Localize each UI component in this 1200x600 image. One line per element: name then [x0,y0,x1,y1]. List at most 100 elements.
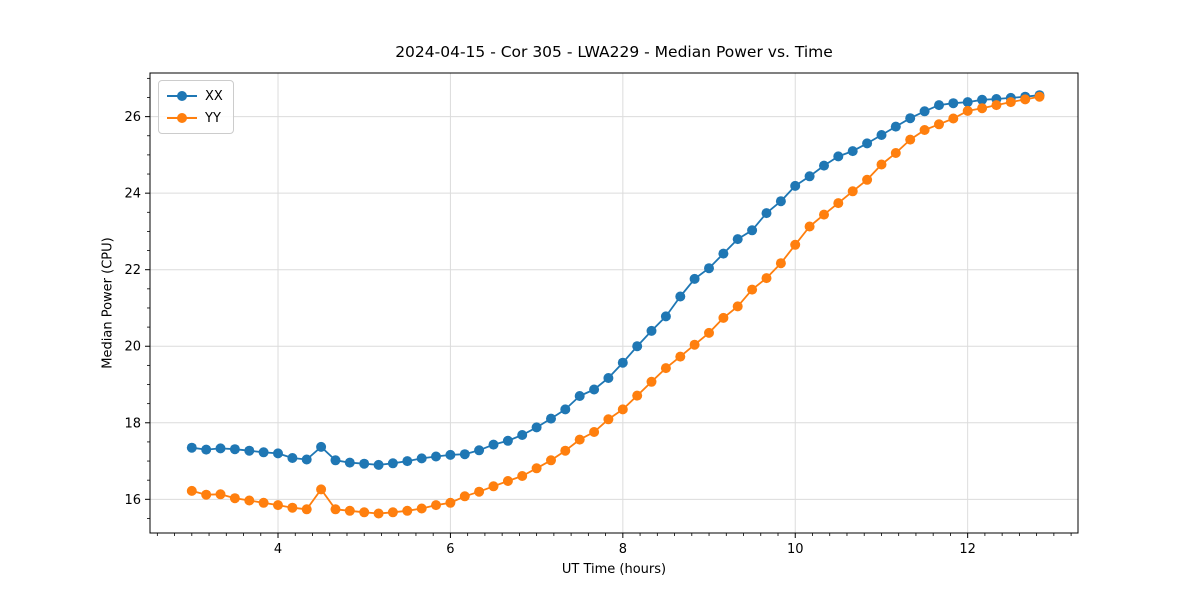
data-point-xx [560,404,571,415]
data-point-yy [804,221,815,232]
data-point-xx [646,325,657,336]
data-point-xx [876,130,887,140]
data-point-yy [1020,94,1031,105]
data-point-xx [603,373,614,383]
data-point-yy [474,486,485,497]
data-point-yy [258,497,269,508]
y-tick-label: 22 [124,263,141,278]
data-point-yy [1005,97,1016,108]
x-tick-label: 6 [446,542,454,557]
data-point-yy [201,489,212,500]
data-point-yy [919,125,930,135]
data-point-yy [416,503,427,514]
data-point-yy [833,198,844,209]
data-point-yy [445,497,456,508]
data-point-xx [502,435,513,446]
data-point-yy [517,471,528,481]
legend-line-marker-yy-icon [167,113,197,123]
data-point-yy [660,363,671,374]
legend-line-marker-xx-icon [167,91,197,101]
data-point-yy [790,239,801,250]
data-point-yy [675,351,686,362]
data-point-xx [919,106,930,117]
y-tick-label: 18 [124,416,141,431]
data-point-xx [459,449,470,460]
series-line-xx [191,94,1040,466]
x-tick-label: 4 [274,542,282,557]
data-point-yy [287,502,298,513]
data-point-yy [574,434,585,445]
x-tick-label: 10 [787,542,804,557]
data-point-xx [632,341,643,352]
data-point-xx [531,422,542,433]
data-point-xx [517,430,528,440]
data-point-yy [531,463,542,474]
data-point-yy [603,414,614,425]
data-point-yy [876,159,887,170]
data-point-xx [775,196,786,207]
data-point-xx [416,453,427,464]
data-point-xx [287,453,298,463]
chart-title: 2024-04-15 - Cor 305 - LWA229 - Median P… [395,43,833,61]
data-point-xx [488,439,499,450]
x-tick-label: 12 [959,542,976,557]
data-point-xx [589,384,600,395]
data-point-xx [330,455,341,466]
axes-frame [149,72,1079,534]
data-point-xx [402,456,413,467]
data-point-yy [775,258,786,269]
data-point-xx [761,208,772,219]
data-point-xx [359,458,370,469]
data-point-yy [301,504,312,515]
data-point-yy [402,505,413,516]
data-point-yy [459,491,470,502]
data-point-yy [689,339,700,350]
data-point-yy [948,113,959,124]
data-point-xx [445,449,456,460]
data-point-yy [431,500,441,511]
data-point-yy [560,445,571,456]
data-point-yy [589,427,600,437]
data-point-yy [646,376,657,387]
data-point-yy [215,489,226,500]
y-tick-label: 20 [124,340,141,355]
data-point-yy [718,312,729,323]
legend-item-xx: XX [167,85,223,107]
data-point-yy [977,103,988,114]
data-point-xx [977,94,988,105]
data-point-xx [617,357,628,368]
data-point-xx [862,138,873,149]
data-point-yy [617,404,628,415]
data-point-yy [862,174,873,185]
data-point-yy [632,390,643,401]
data-point-xx [905,113,916,124]
data-point-xx [258,447,269,458]
data-point-xx [804,171,815,182]
data-point-yy [229,493,240,504]
x-tick-label: 8 [619,542,627,557]
data-point-yy [330,504,341,515]
legend-label-xx: XX [205,88,223,104]
data-point-xx [689,273,700,284]
data-point-xx [387,458,398,469]
data-point-xx [215,443,226,454]
data-point-yy [316,484,327,495]
data-point-yy [991,100,1002,111]
data-point-yy [244,495,255,506]
data-point-yy [847,186,858,197]
data-point-xx [431,451,441,462]
data-point-yy [502,476,513,486]
data-point-xx [660,311,671,322]
data-point-yy [186,485,197,496]
data-point-yy [488,481,499,492]
data-point-xx [732,234,743,245]
data-point-yy [890,148,901,158]
data-point-yy [747,284,758,295]
data-point-yy [344,505,355,516]
data-point-xx [474,445,485,456]
data-point-xx [790,180,801,191]
y-tick-label: 26 [124,110,141,125]
data-point-yy [704,327,714,338]
data-point-xx [718,248,729,259]
